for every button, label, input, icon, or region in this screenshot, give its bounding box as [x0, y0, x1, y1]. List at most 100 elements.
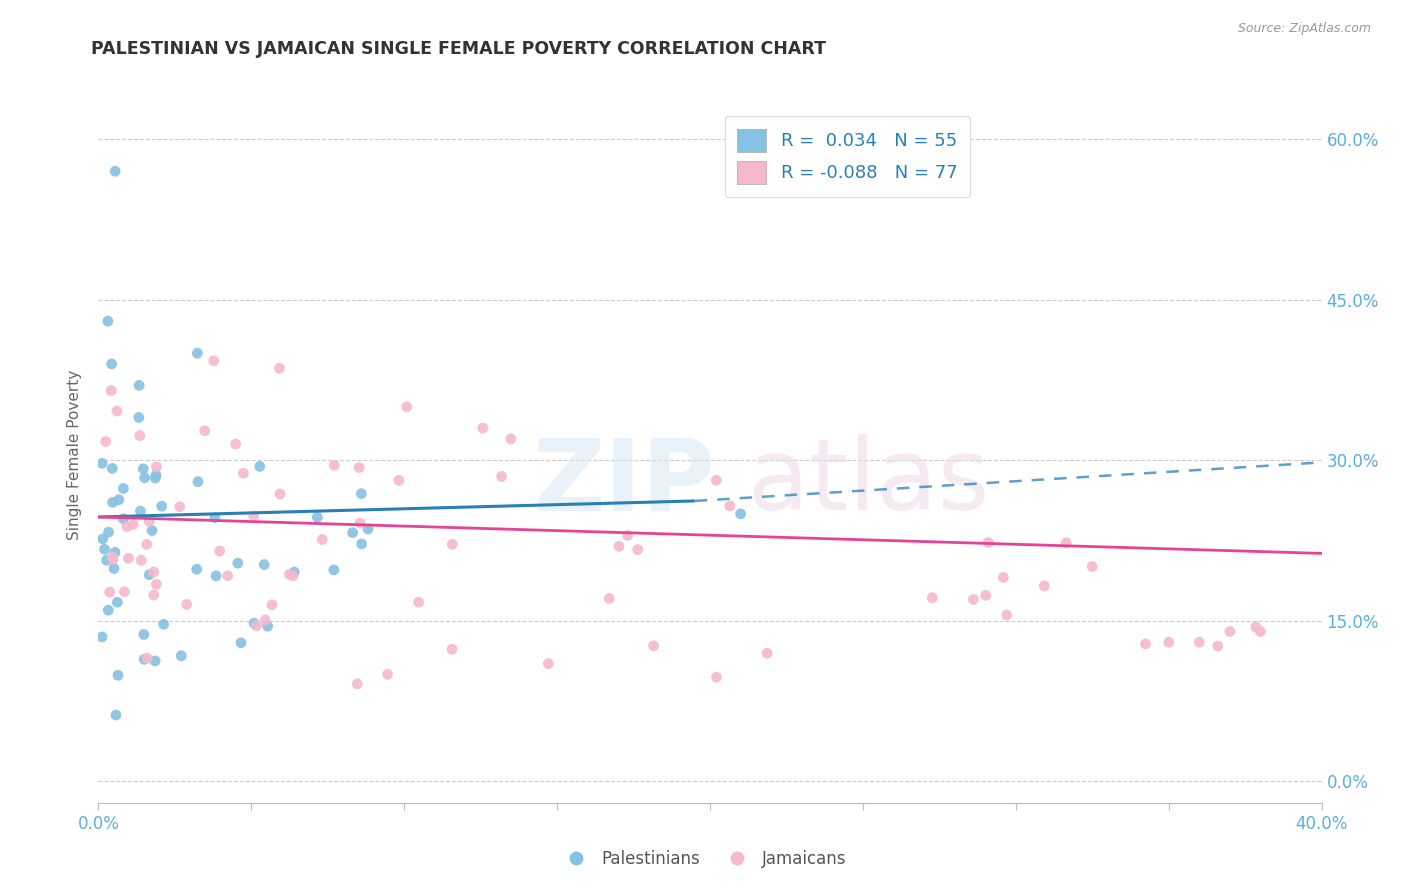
Point [100, 357, 122, 371]
Point [105, 404, 128, 418]
Point [204, 510, 226, 524]
Point [93, 542, 115, 557]
Point [993, 570, 1015, 584]
Point [260, 598, 283, 612]
Point [395, 400, 418, 414]
Point [977, 535, 1000, 549]
Point [132, 627, 155, 641]
Point [1249, 624, 1271, 639]
Point [441, 642, 464, 657]
Point [756, 646, 779, 660]
Point [346, 677, 368, 691]
Point [322, 563, 344, 577]
Point [101, 461, 124, 475]
Point [112, 482, 135, 496]
Point [208, 544, 231, 558]
Text: Source: ZipAtlas.com: Source: ZipAtlas.com [1237, 22, 1371, 36]
Point [225, 437, 247, 451]
Point [186, 346, 208, 360]
Point [408, 595, 430, 609]
Point [350, 486, 373, 500]
Point [347, 460, 370, 475]
Point [128, 428, 150, 442]
Point [254, 613, 277, 627]
Point [1033, 579, 1056, 593]
Point [377, 667, 399, 681]
Text: PALESTINIAN VS JAMAICAN SINGLE FEMALE POVERTY CORRELATION CHART: PALESTINIAN VS JAMAICAN SINGLE FEMALE PO… [91, 40, 827, 58]
Point [132, 462, 155, 476]
Point [269, 361, 291, 376]
Point [134, 471, 156, 485]
Point [129, 504, 152, 518]
Point [283, 565, 305, 579]
Point [1157, 635, 1180, 649]
Point [104, 545, 127, 559]
Point [307, 510, 329, 524]
Text: atlas: atlas [748, 434, 990, 532]
Point [135, 537, 157, 551]
Point [103, 561, 125, 575]
Point [229, 636, 252, 650]
Legend: Palestinians, Jamaicans: Palestinians, Jamaicans [553, 844, 853, 875]
Point [176, 598, 198, 612]
Point [105, 595, 128, 609]
Point [145, 577, 167, 591]
Point [97, 603, 120, 617]
Point [101, 495, 124, 509]
Point [202, 353, 225, 368]
Point [499, 432, 522, 446]
Point [704, 473, 727, 487]
Point [142, 565, 165, 579]
Point [138, 515, 160, 529]
Point [962, 592, 984, 607]
Point [100, 384, 122, 398]
Point [128, 378, 150, 392]
Point [269, 487, 291, 501]
Point [138, 567, 160, 582]
Point [97, 525, 120, 540]
Point [1188, 635, 1211, 649]
Point [311, 533, 333, 547]
Point [323, 458, 346, 473]
Point [253, 558, 276, 572]
Point [388, 474, 411, 488]
Point [281, 568, 304, 582]
Point [1219, 624, 1241, 639]
Point [91, 532, 114, 546]
Point [122, 517, 145, 532]
Legend: R =  0.034   N = 55, R = -0.088   N = 77: R = 0.034 N = 55, R = -0.088 N = 77 [724, 116, 970, 197]
Point [718, 499, 741, 513]
Point [491, 469, 513, 483]
Point [1081, 559, 1104, 574]
Point [616, 528, 638, 542]
Point [169, 500, 191, 514]
Point [598, 591, 620, 606]
Point [342, 525, 364, 540]
Point [142, 588, 165, 602]
Point [256, 619, 278, 633]
Point [186, 562, 208, 576]
Point [205, 569, 228, 583]
Point [104, 164, 127, 178]
Point [104, 708, 127, 723]
Point [232, 466, 254, 480]
Point [152, 617, 174, 632]
Point [974, 588, 997, 602]
Point [1135, 637, 1157, 651]
Point [706, 670, 728, 684]
Point [441, 537, 464, 551]
Point [117, 551, 139, 566]
Point [627, 542, 650, 557]
Point [143, 471, 166, 485]
Point [115, 519, 138, 533]
Point [217, 568, 239, 582]
Point [98, 585, 121, 599]
Point [107, 492, 129, 507]
Point [112, 512, 135, 526]
Point [96, 553, 118, 567]
Point [128, 410, 150, 425]
Point [643, 639, 665, 653]
Point [350, 537, 373, 551]
Y-axis label: Single Female Poverty: Single Female Poverty [67, 370, 83, 540]
Point [243, 616, 266, 631]
